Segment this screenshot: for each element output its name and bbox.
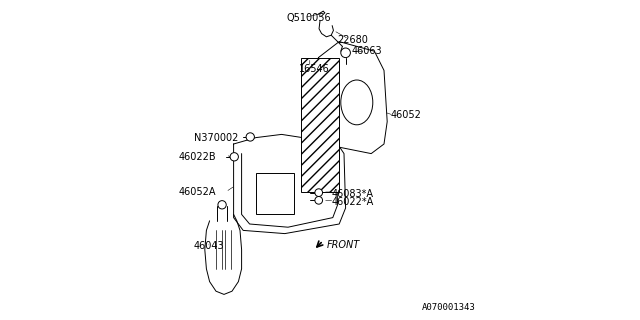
- Ellipse shape: [340, 80, 372, 125]
- Circle shape: [315, 189, 323, 196]
- Text: N370002: N370002: [194, 132, 239, 143]
- Bar: [301, 58, 339, 192]
- Text: 46063: 46063: [352, 46, 383, 56]
- Circle shape: [246, 133, 255, 141]
- Text: 46083*A: 46083*A: [332, 188, 373, 199]
- Circle shape: [218, 201, 227, 209]
- Text: FRONT: FRONT: [326, 240, 360, 250]
- Text: 46043: 46043: [193, 241, 224, 252]
- Text: 16546: 16546: [300, 64, 330, 74]
- Text: 22680: 22680: [338, 35, 369, 45]
- Text: A070001343: A070001343: [422, 303, 475, 312]
- Text: 46052A: 46052A: [179, 187, 216, 197]
- Text: 46052: 46052: [390, 110, 421, 120]
- Circle shape: [341, 48, 351, 58]
- Text: 46022*A: 46022*A: [332, 196, 374, 207]
- Text: 46022B: 46022B: [179, 152, 216, 162]
- Circle shape: [230, 153, 239, 161]
- Text: Q510056: Q510056: [287, 12, 331, 23]
- Bar: [301, 58, 339, 192]
- Bar: [256, 173, 294, 214]
- Circle shape: [315, 196, 323, 204]
